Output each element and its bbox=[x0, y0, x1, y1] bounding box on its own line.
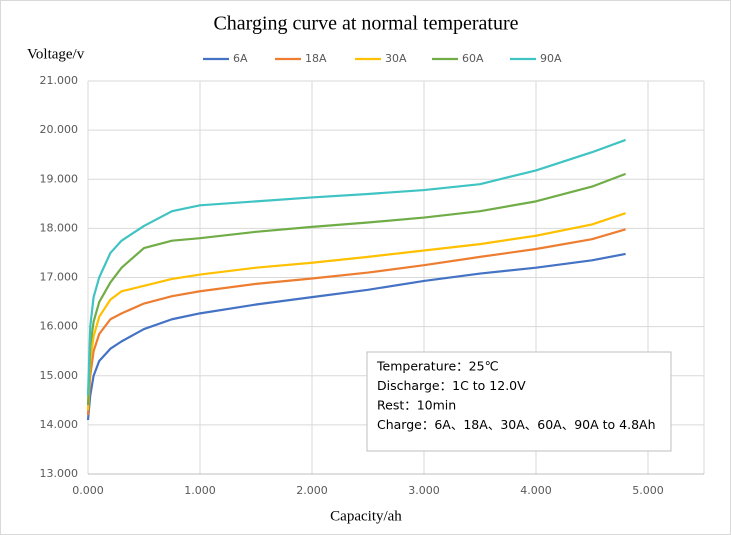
legend-label: 6A bbox=[233, 52, 248, 65]
x-tick-label: 0.000 bbox=[72, 484, 104, 497]
series-line bbox=[86, 228, 626, 416]
annotation-text: Temperature：25℃ bbox=[376, 359, 499, 374]
y-tick-label: 13.000 bbox=[40, 467, 79, 480]
x-tick-label: 1.000 bbox=[184, 484, 216, 497]
series-line bbox=[86, 138, 626, 396]
y-tick-label: 14.000 bbox=[40, 418, 79, 431]
annotation-text: Charge：6A、18A、30A、60A、90A to 4.8Ah bbox=[377, 417, 656, 432]
annotation-box bbox=[366, 351, 672, 452]
legend-label: 60A bbox=[462, 52, 484, 65]
x-axis-label: Capacity/ah bbox=[330, 508, 402, 524]
annotation-text: Rest：10min bbox=[377, 398, 456, 413]
x-tick-label: 3.000 bbox=[408, 484, 440, 497]
y-tick-label: 19.000 bbox=[40, 172, 79, 185]
x-tick-label: 4.000 bbox=[520, 484, 552, 497]
y-tick-label: 21.000 bbox=[40, 74, 79, 87]
y-tick-label: 16.000 bbox=[40, 320, 79, 333]
y-tick-label: 17.000 bbox=[40, 271, 79, 284]
chart-title: Charging curve at normal temperature bbox=[213, 13, 518, 35]
series-line bbox=[86, 172, 626, 406]
legend-label: 30A bbox=[385, 52, 407, 65]
x-tick-label: 2.000 bbox=[296, 484, 328, 497]
y-tick-label: 18.000 bbox=[40, 221, 79, 234]
y-tick-label: 20.000 bbox=[40, 123, 79, 136]
legend-label: 18A bbox=[305, 52, 327, 65]
y-axis-label: Voltage/v bbox=[27, 46, 85, 62]
x-tick-label: 5.000 bbox=[632, 484, 664, 497]
series-line bbox=[86, 252, 626, 421]
annotation-text: Discharge：1C to 12.0V bbox=[377, 378, 526, 393]
y-tick-label: 15.000 bbox=[40, 369, 79, 382]
series-line bbox=[86, 212, 626, 411]
legend-label: 90A bbox=[540, 52, 562, 65]
